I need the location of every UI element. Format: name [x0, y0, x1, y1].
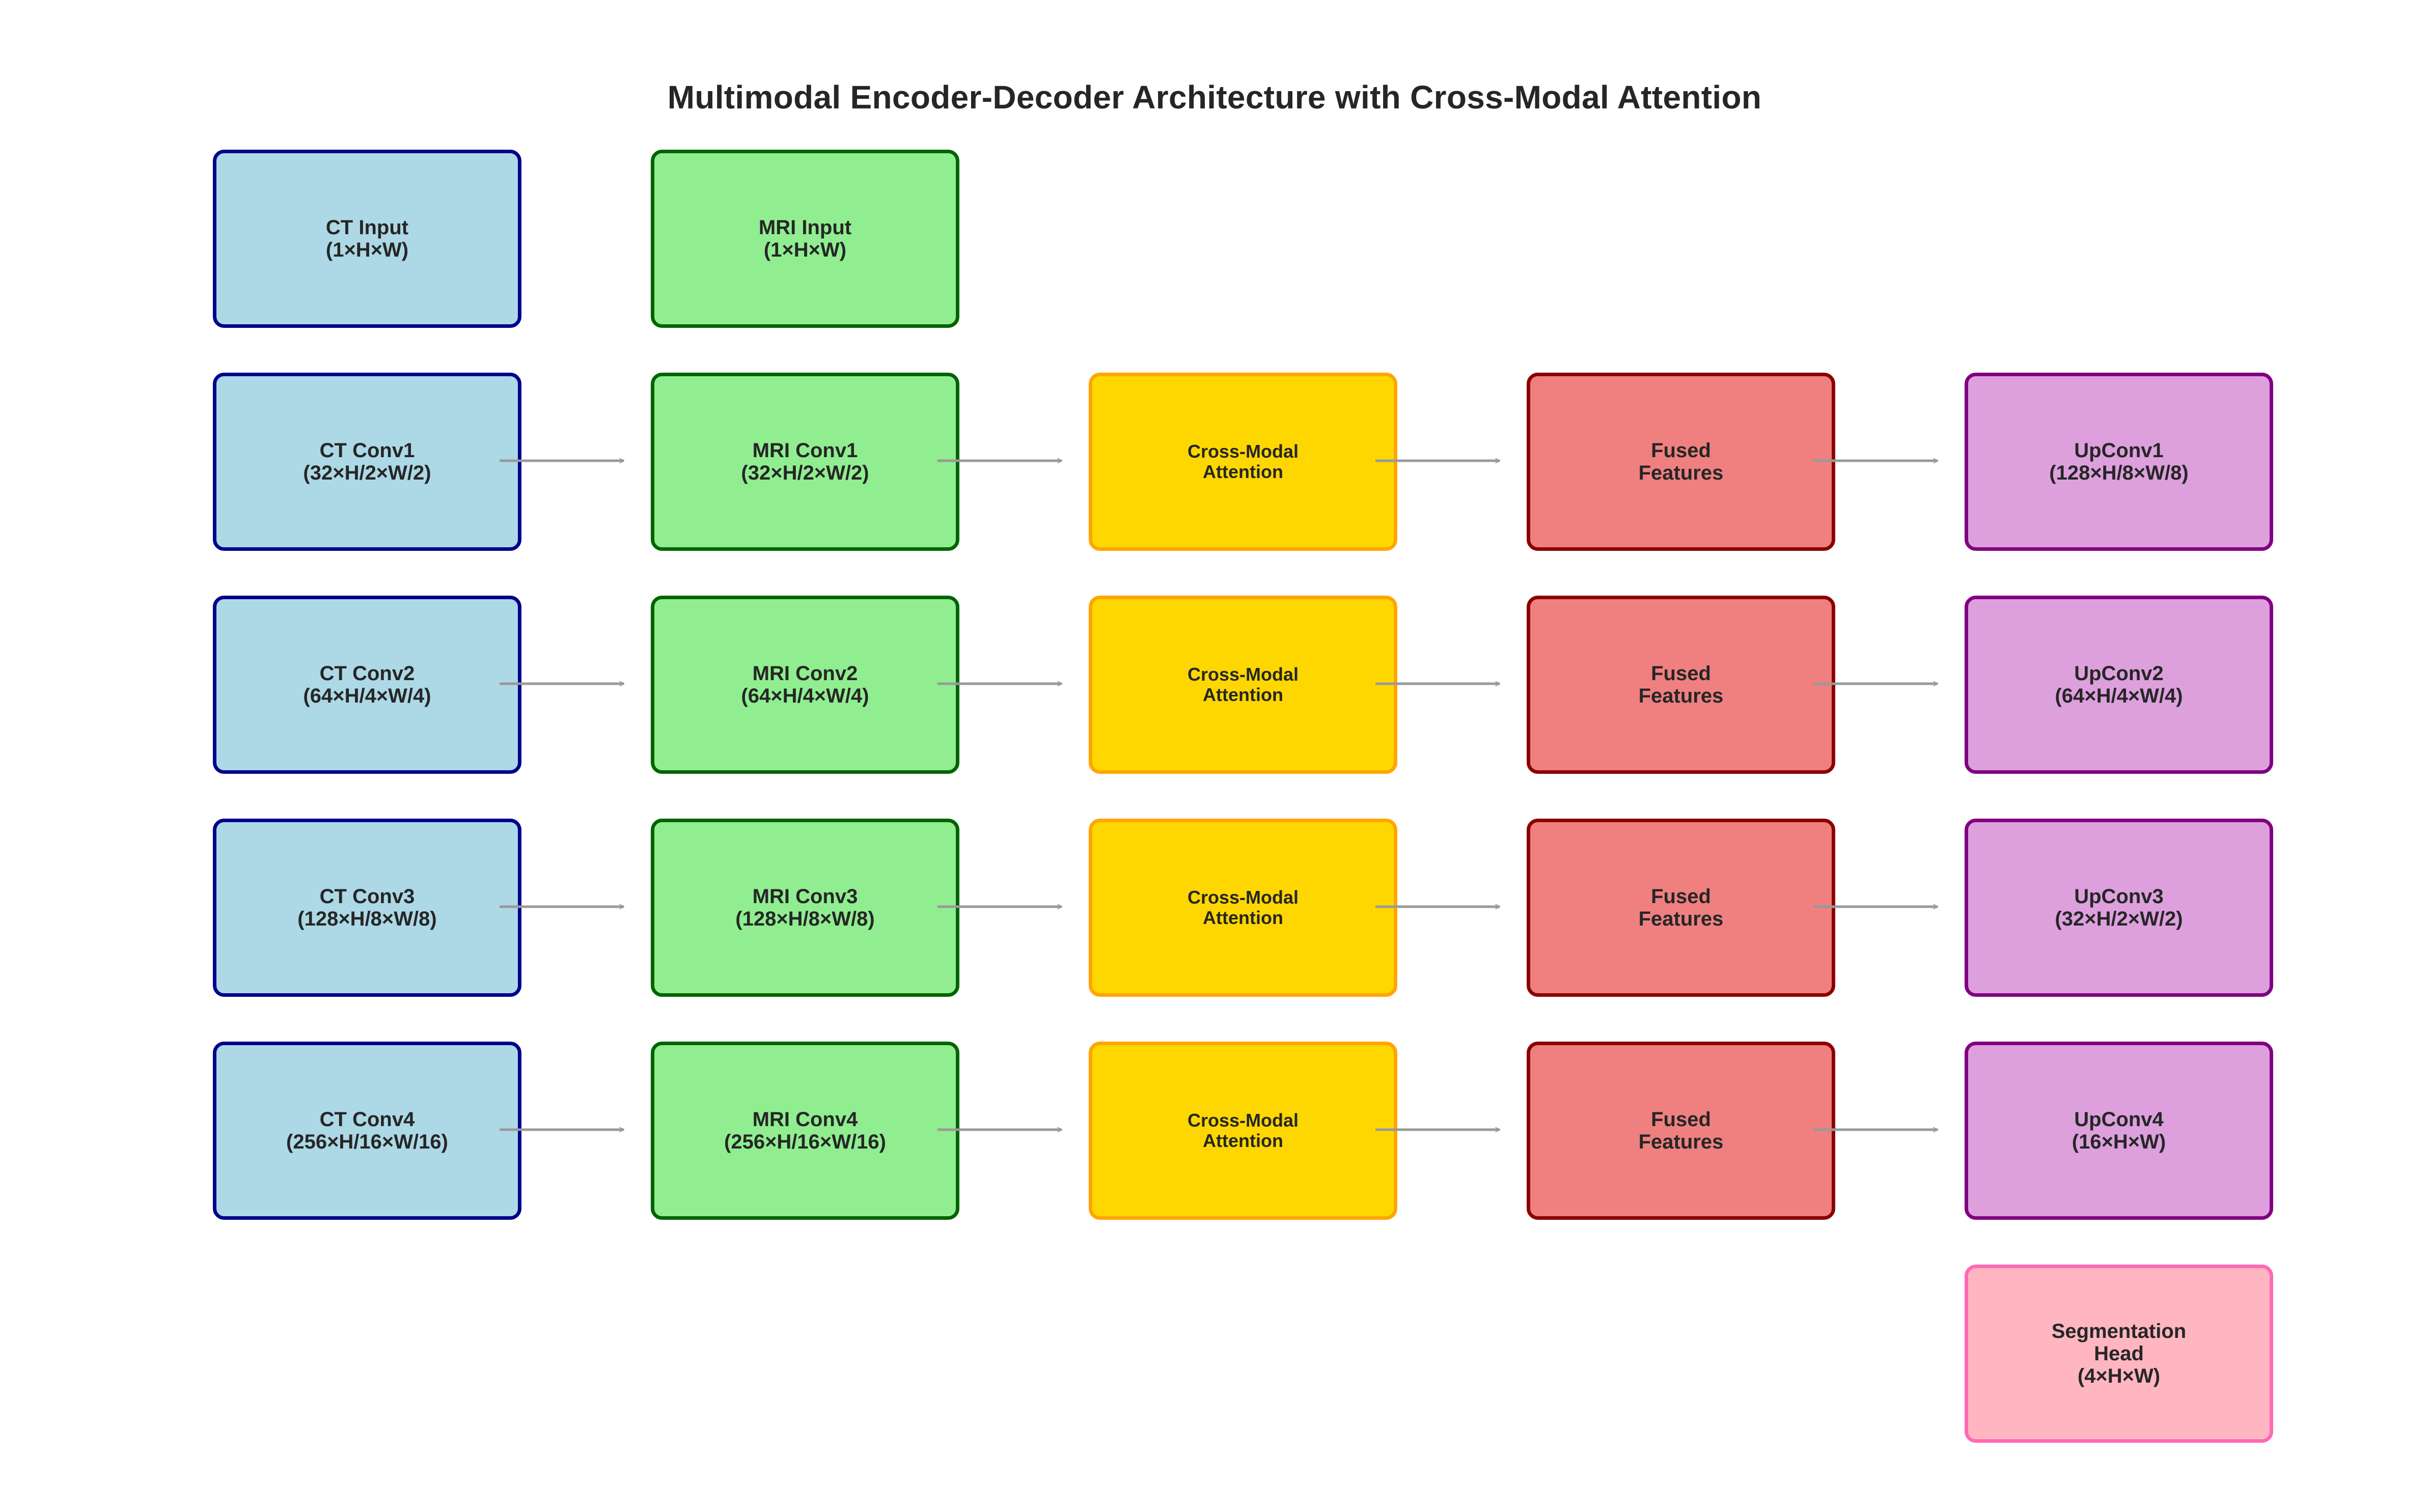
upconv3-label: UpConv3 (32×H/2×W/2)	[2055, 885, 2183, 930]
mri-conv1-label: MRI Conv1 (32×H/2×W/2)	[741, 439, 869, 484]
ct-conv4-label: CT Conv4 (256×H/16×W/16)	[286, 1108, 448, 1153]
fused-features-1-label: Fused Features	[1638, 439, 1724, 484]
ct-conv3-label: CT Conv3 (128×H/8×W/8)	[297, 885, 437, 930]
ct-conv1-label: CT Conv1 (32×H/2×W/2)	[303, 439, 431, 484]
fused-features-4-box: Fused Features	[1527, 1042, 1835, 1220]
cross-modal-attention-3-label: Cross-Modal Attention	[1187, 887, 1299, 928]
mri-conv2-box: MRI Conv2 (64×H/4×W/4)	[651, 596, 959, 774]
cross-modal-attention-1-box: Cross-Modal Attention	[1089, 373, 1397, 551]
cross-modal-attention-4-box: Cross-Modal Attention	[1089, 1042, 1397, 1220]
ct-conv2-box: CT Conv2 (64×H/4×W/4)	[213, 596, 521, 774]
cross-modal-attention-3-box: Cross-Modal Attention	[1089, 819, 1397, 997]
fused-features-3-label: Fused Features	[1638, 885, 1724, 930]
ct-input-box: CT Input (1×H×W)	[213, 150, 521, 328]
upconv1-box: UpConv1 (128×H/8×W/8)	[1965, 373, 2273, 551]
upconv4-label: UpConv4 (16×H×W)	[2072, 1108, 2166, 1153]
mri-conv2-label: MRI Conv2 (64×H/4×W/4)	[741, 662, 869, 707]
diagram-title: Multimodal Encoder-Decoder Architecture …	[667, 79, 1762, 116]
fused-features-3-box: Fused Features	[1527, 819, 1835, 997]
upconv4-box: UpConv4 (16×H×W)	[1965, 1042, 2273, 1220]
mri-input-label: MRI Input (1×H×W)	[758, 216, 852, 261]
fused-features-2-box: Fused Features	[1527, 596, 1835, 774]
cross-modal-attention-2-box: Cross-Modal Attention	[1089, 596, 1397, 774]
ct-input-label: CT Input (1×H×W)	[325, 216, 409, 261]
mri-conv3-box: MRI Conv3 (128×H/8×W/8)	[651, 819, 959, 997]
upconv2-box: UpConv2 (64×H/4×W/4)	[1965, 596, 2273, 774]
segmentation-head-box: Segmentation Head (4×H×W)	[1965, 1265, 2273, 1443]
cross-modal-attention-4-label: Cross-Modal Attention	[1187, 1110, 1299, 1151]
upconv3-box: UpConv3 (32×H/2×W/2)	[1965, 819, 2273, 997]
upconv2-label: UpConv2 (64×H/4×W/4)	[2055, 662, 2183, 707]
mri-conv4-label: MRI Conv4 (256×H/16×W/16)	[724, 1108, 886, 1153]
segmentation-head-label: Segmentation Head (4×H×W)	[2051, 1320, 2187, 1387]
fused-features-4-label: Fused Features	[1638, 1108, 1724, 1153]
mri-conv4-box: MRI Conv4 (256×H/16×W/16)	[651, 1042, 959, 1220]
fused-features-2-label: Fused Features	[1638, 662, 1724, 707]
mri-conv3-label: MRI Conv3 (128×H/8×W/8)	[735, 885, 875, 930]
ct-conv2-label: CT Conv2 (64×H/4×W/4)	[303, 662, 431, 707]
fused-features-1-box: Fused Features	[1527, 373, 1835, 551]
cross-modal-attention-1-label: Cross-Modal Attention	[1187, 441, 1299, 482]
ct-conv4-box: CT Conv4 (256×H/16×W/16)	[213, 1042, 521, 1220]
cross-modal-attention-2-label: Cross-Modal Attention	[1187, 664, 1299, 705]
ct-conv1-box: CT Conv1 (32×H/2×W/2)	[213, 373, 521, 551]
mri-input-box: MRI Input (1×H×W)	[651, 150, 959, 328]
ct-conv3-box: CT Conv3 (128×H/8×W/8)	[213, 819, 521, 997]
upconv1-label: UpConv1 (128×H/8×W/8)	[2049, 439, 2189, 484]
mri-conv1-box: MRI Conv1 (32×H/2×W/2)	[651, 373, 959, 551]
